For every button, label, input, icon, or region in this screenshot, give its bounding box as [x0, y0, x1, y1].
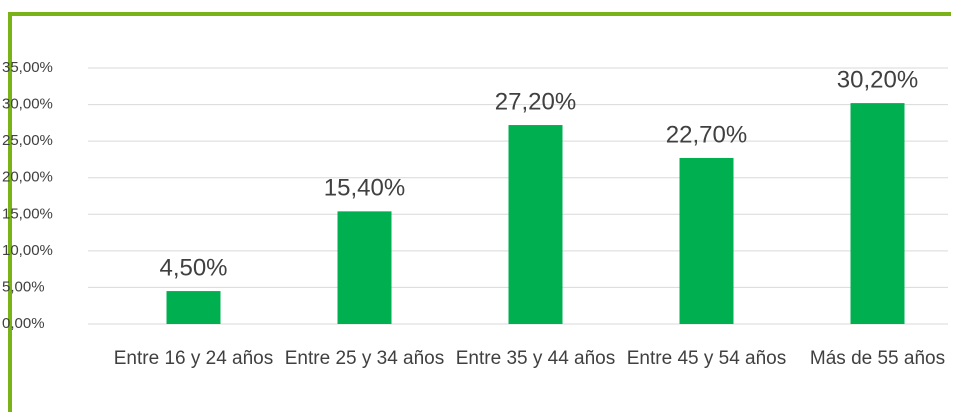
bar	[166, 291, 221, 324]
data-label: 4,50%	[159, 254, 227, 281]
x-tick-label: Entre 16 y 24 años	[113, 348, 274, 369]
x-tick-label: Entre 45 y 54 años	[626, 348, 787, 369]
data-label: 22,70%	[666, 121, 747, 148]
y-tick-label: 20,00%	[2, 169, 53, 186]
x-tick-label: Entre 35 y 44 años	[455, 348, 616, 369]
y-tick-label: 5,00%	[2, 278, 45, 295]
bar	[679, 157, 734, 324]
frame-border	[8, 12, 951, 412]
data-label: 27,20%	[495, 88, 576, 115]
y-tick-label: 0,00%	[2, 315, 45, 332]
bar	[850, 103, 905, 324]
data-label: 15,40%	[324, 175, 405, 202]
y-tick-label: 25,00%	[2, 132, 53, 149]
y-tick-label: 10,00%	[2, 242, 53, 259]
bar	[508, 125, 563, 325]
y-tick-label: 35,00%	[2, 59, 53, 76]
y-tick-label: 15,00%	[2, 205, 53, 222]
x-tick-label: Entre 25 y 34 años	[284, 348, 445, 369]
x-tick-label: Más de 55 años	[809, 348, 946, 369]
bar	[337, 211, 392, 324]
data-label: 30,20%	[837, 66, 918, 93]
y-tick-label: 30,00%	[2, 96, 53, 113]
